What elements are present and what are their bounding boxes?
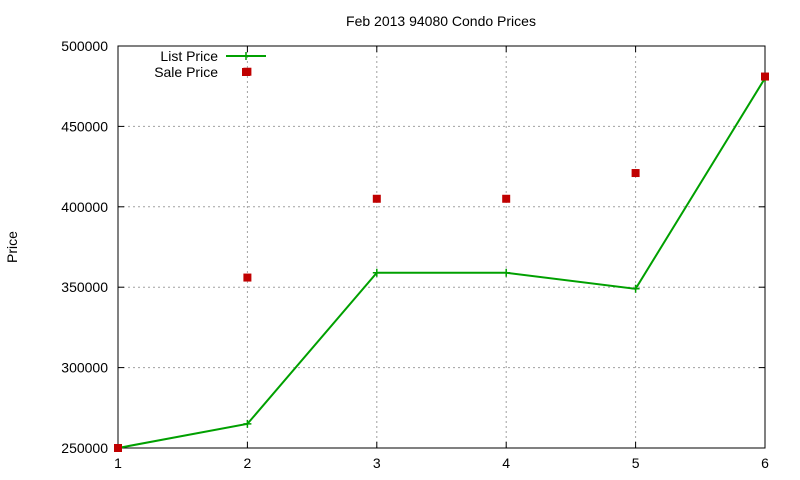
- x-tick-label: 1: [114, 455, 122, 471]
- y-tick-label: 300000: [61, 360, 108, 376]
- data-point-plus: [243, 419, 252, 428]
- data-point-plus: [502, 268, 511, 277]
- x-tick-label: 4: [502, 455, 510, 471]
- data-point-square: [761, 72, 769, 81]
- data-point-square: [502, 194, 511, 203]
- data-point-square: [243, 273, 252, 282]
- chart-title: Feb 2013 94080 Condo Prices: [346, 13, 536, 29]
- data-point-square: [114, 444, 122, 452]
- x-tick-label: 3: [373, 455, 381, 471]
- grid-lines: [118, 46, 765, 448]
- x-tick-label: 5: [632, 455, 640, 471]
- y-axis-label: Price: [4, 231, 20, 263]
- axis-ticks: 1 2 3 4 5 6 250000 300000 350000 400000 450000 5000…: [61, 38, 769, 471]
- y-tick-label: 500000: [61, 38, 108, 54]
- data-point-square: [631, 169, 640, 178]
- series-layer: [114, 67, 769, 452]
- plot-frame: [117, 45, 766, 449]
- series-2: [114, 67, 769, 452]
- series-line: [117, 77, 766, 449]
- series-1: [114, 74, 769, 452]
- legend-label: List Price: [160, 48, 218, 64]
- x-tick-label: 6: [761, 455, 769, 471]
- y-tick-label: 250000: [61, 440, 108, 456]
- data-point-plus: [631, 284, 640, 293]
- y-tick-label: 400000: [61, 199, 108, 215]
- legend-square-swatch: [242, 68, 250, 76]
- y-tick-label: 450000: [61, 118, 108, 134]
- legend-label: Sale Price: [154, 64, 218, 80]
- data-point-square: [372, 194, 381, 203]
- y-tick-label: 350000: [61, 279, 108, 295]
- data-point-plus: [372, 268, 381, 277]
- legend-point-swatch: [242, 52, 250, 60]
- x-tick-label: 2: [244, 455, 252, 471]
